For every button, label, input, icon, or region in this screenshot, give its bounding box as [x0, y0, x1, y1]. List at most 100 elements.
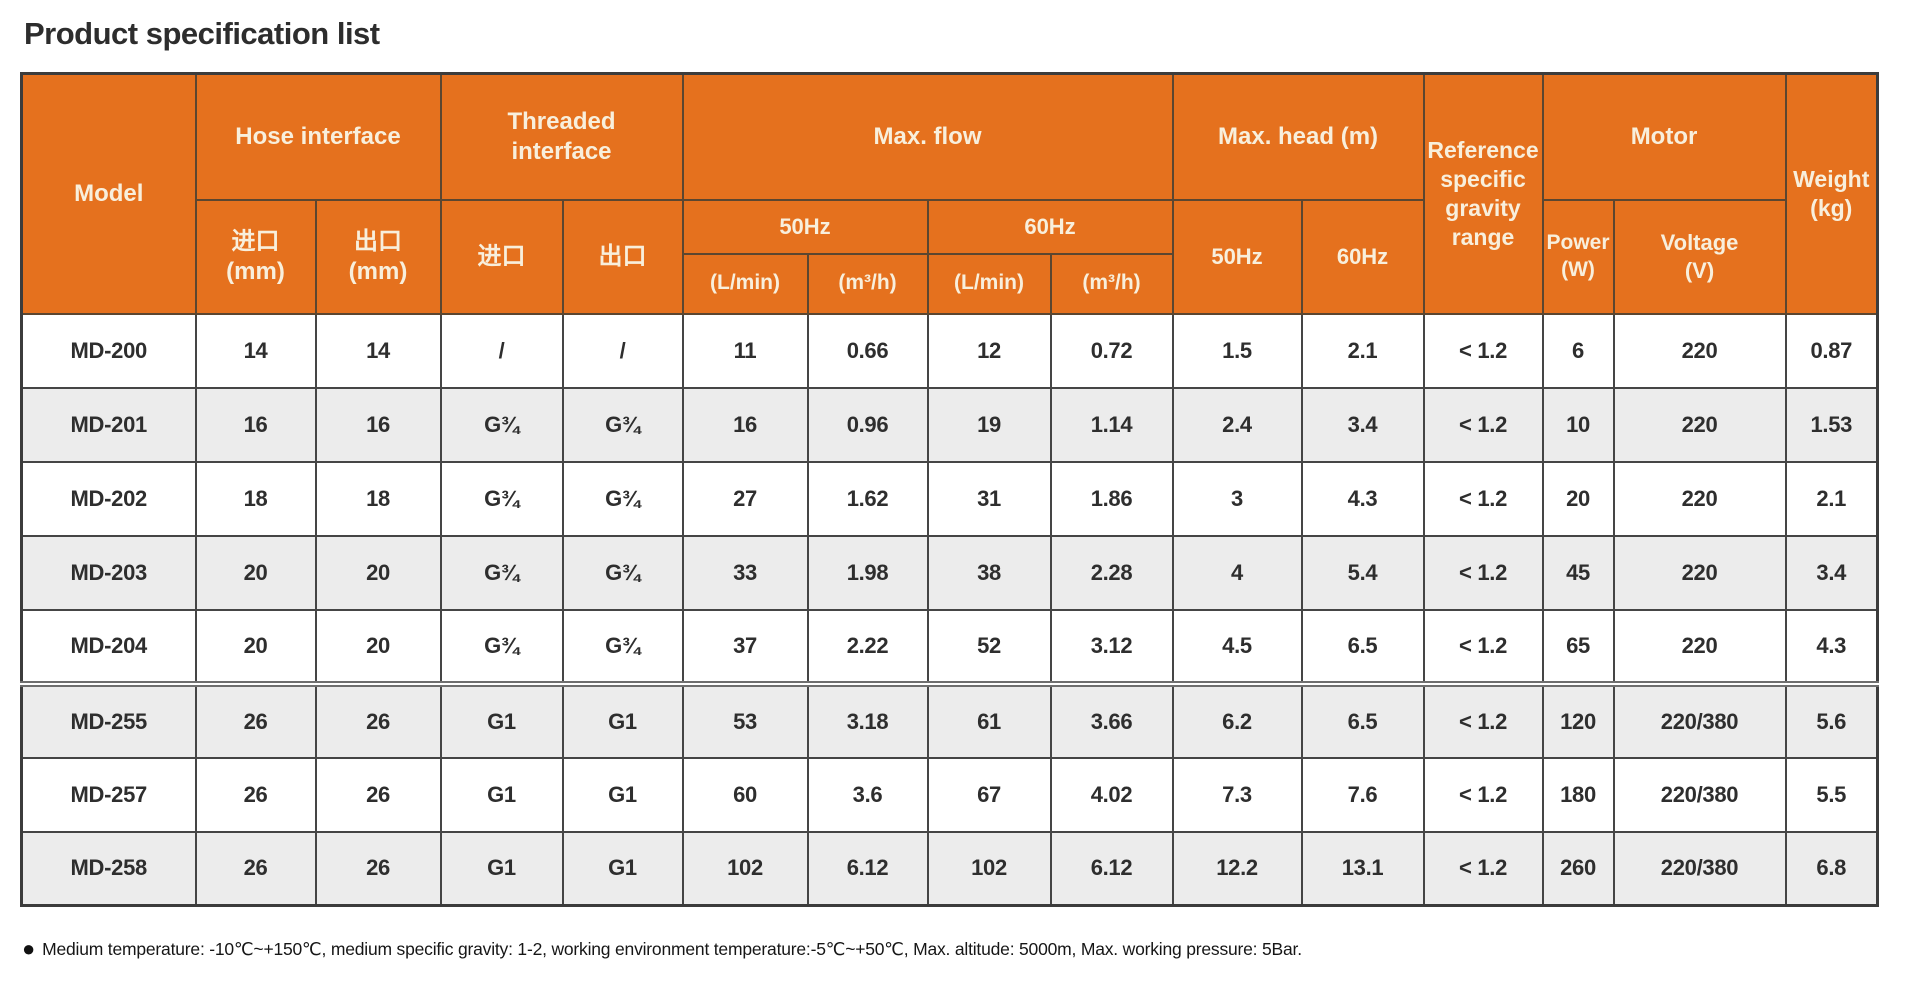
cell-flow60-m3h: 2.28: [1049, 534, 1174, 611]
table-row: MD-204 20 20 G¾ G¾ 37 2.22 52 3.12 4.5 6…: [20, 608, 1879, 685]
cell-hose-inlet: 16: [194, 386, 317, 463]
cell-head60: 2.1: [1300, 312, 1425, 389]
cell-flow50-lmin: 16: [681, 386, 809, 463]
cell-thread-inlet: G1: [439, 756, 564, 833]
cell-voltage: 220: [1612, 386, 1787, 463]
cell-power: 65: [1541, 608, 1615, 685]
cell-thread-outlet: G¾: [561, 386, 684, 463]
header-hose-outlet-unit: (mm): [348, 257, 408, 285]
header-head-50hz: 50Hz: [1171, 198, 1303, 315]
cell-weight: 1.53: [1784, 386, 1879, 463]
cell-head60: 13.1: [1300, 830, 1425, 907]
cell-flow60-lmin: 31: [926, 460, 1052, 537]
cell-model: MD-255: [20, 680, 197, 759]
cell-hose-inlet: 26: [194, 830, 317, 907]
cell-thread-outlet: G¾: [561, 608, 684, 685]
cell-hose-outlet: 26: [314, 756, 442, 833]
cell-flow50-m3h: 1.98: [806, 534, 929, 611]
header-flow60-m3h: (m³/h): [1049, 252, 1174, 315]
header-hose-interface: Hose interface: [194, 72, 442, 201]
header-power-unit: (W): [1561, 257, 1595, 281]
table-row: MD-257 26 26 G1 G1 60 3.6 67 4.02 7.3 7.…: [20, 756, 1879, 833]
cell-thread-outlet: G1: [561, 830, 684, 907]
cell-flow60-lmin: 12: [926, 312, 1052, 389]
cell-flow60-m3h: 1.14: [1049, 386, 1174, 463]
cell-flow50-lmin: 33: [681, 534, 809, 611]
header-model: Model: [20, 72, 197, 315]
cell-model: MD-258: [20, 830, 197, 907]
cell-thread-outlet: /: [561, 312, 684, 389]
header-threaded-interface-label: Threaded interface: [507, 107, 616, 165]
cell-flow60-m3h: 3.66: [1049, 680, 1174, 759]
cell-flow50-m3h: 2.22: [806, 608, 929, 685]
cell-hose-inlet: 26: [194, 756, 317, 833]
header-motor: Motor: [1541, 72, 1787, 201]
header-row-groups: Model Hose interface Threaded interface …: [20, 72, 1879, 315]
cell-flow50-m3h: 0.66: [806, 312, 929, 389]
table-row: MD-202 18 18 G¾ G¾ 27 1.62 31 1.86 3 4.3…: [20, 460, 1879, 537]
cell-voltage: 220/380: [1612, 756, 1787, 833]
cell-hose-outlet: 14: [314, 312, 442, 389]
cell-thread-outlet: G1: [561, 680, 684, 759]
cell-flow60-lmin: 52: [926, 608, 1052, 685]
product-spec-table: Model Hose interface Threaded interface …: [20, 72, 1880, 907]
header-reference-gravity: Reference specific gravity range: [1422, 72, 1544, 315]
header-hose-outlet: 出口 (mm): [314, 198, 442, 315]
cell-model: MD-203: [20, 534, 197, 611]
table-row: MD-201 16 16 G¾ G¾ 16 0.96 19 1.14 2.4 3…: [20, 386, 1879, 463]
cell-flow50-m3h: 3.18: [806, 680, 929, 759]
cell-thread-inlet: G¾: [439, 534, 564, 611]
header-row-units: (L/min) (m³/h) (L/min) (m³/h): [22, 252, 1878, 315]
cell-voltage: 220/380: [1612, 830, 1787, 907]
cell-thread-inlet: G¾: [439, 386, 564, 463]
header-voltage-unit: (V): [1684, 257, 1715, 283]
cell-head60: 7.6: [1300, 756, 1425, 833]
cell-flow60-m3h: 6.12: [1049, 830, 1174, 907]
cell-power: 10: [1541, 386, 1615, 463]
header-threaded-interface: Threaded interface: [439, 72, 684, 201]
cell-flow50-lmin: 11: [681, 312, 809, 389]
bullet-icon: ●: [22, 936, 36, 961]
header-max-head: Max. head (m): [1171, 72, 1425, 201]
cell-weight: 5.6: [1784, 680, 1879, 759]
cell-model: MD-200: [20, 312, 197, 389]
header-weight: Weight (kg): [1784, 72, 1879, 315]
page-title: Product specification list: [24, 16, 380, 51]
cell-head50: 4.5: [1171, 608, 1303, 685]
header-flow50-lmin: (L/min): [681, 252, 809, 315]
cell-thread-outlet: G¾: [561, 534, 684, 611]
table-row: MD-203 20 20 G¾ G¾ 33 1.98 38 2.28 4 5.4…: [20, 534, 1879, 611]
header-flow50-m3h: (m³/h): [806, 252, 929, 315]
cell-voltage: 220: [1612, 608, 1787, 685]
cell-gravity: < 1.2: [1422, 386, 1544, 463]
cell-flow50-m3h: 6.12: [806, 830, 929, 907]
cell-flow60-m3h: 0.72: [1049, 312, 1174, 389]
header-flow-50hz: 50Hz: [681, 198, 929, 255]
cell-voltage: 220/380: [1612, 680, 1787, 759]
table-row: MD-258 26 26 G1 G1 102 6.12 102 6.12 12.…: [20, 830, 1879, 907]
cell-flow50-m3h: 1.62: [806, 460, 929, 537]
cell-flow60-lmin: 102: [926, 830, 1052, 907]
cell-model: MD-204: [20, 608, 197, 685]
cell-head50: 4: [1171, 534, 1303, 611]
footnote-text: Medium temperature: -10℃~+150℃, medium s…: [42, 938, 1302, 959]
cell-flow60-lmin: 67: [926, 756, 1052, 833]
cell-thread-inlet: G1: [439, 680, 564, 759]
cell-head50: 6.2: [1171, 680, 1303, 759]
cell-flow50-lmin: 102: [681, 830, 809, 907]
cell-weight: 4.3: [1784, 608, 1879, 685]
cell-head60: 6.5: [1300, 608, 1425, 685]
header-thread-outlet: 出口: [561, 198, 684, 315]
header-hose-inlet-unit: (mm): [226, 257, 285, 285]
cell-flow50-m3h: 0.96: [806, 386, 929, 463]
cell-head60: 4.3: [1300, 460, 1425, 537]
header-head-60hz: 60Hz: [1300, 198, 1425, 315]
cell-flow60-m3h: 1.86: [1049, 460, 1174, 537]
cell-hose-inlet: 18: [194, 460, 317, 537]
header-thread-inlet: 进口: [439, 198, 564, 315]
cell-hose-outlet: 16: [314, 386, 442, 463]
cell-weight: 2.1: [1784, 460, 1879, 537]
cell-thread-outlet: G¾: [561, 460, 684, 537]
cell-flow60-m3h: 4.02: [1049, 756, 1174, 833]
cell-thread-inlet: G¾: [439, 460, 564, 537]
